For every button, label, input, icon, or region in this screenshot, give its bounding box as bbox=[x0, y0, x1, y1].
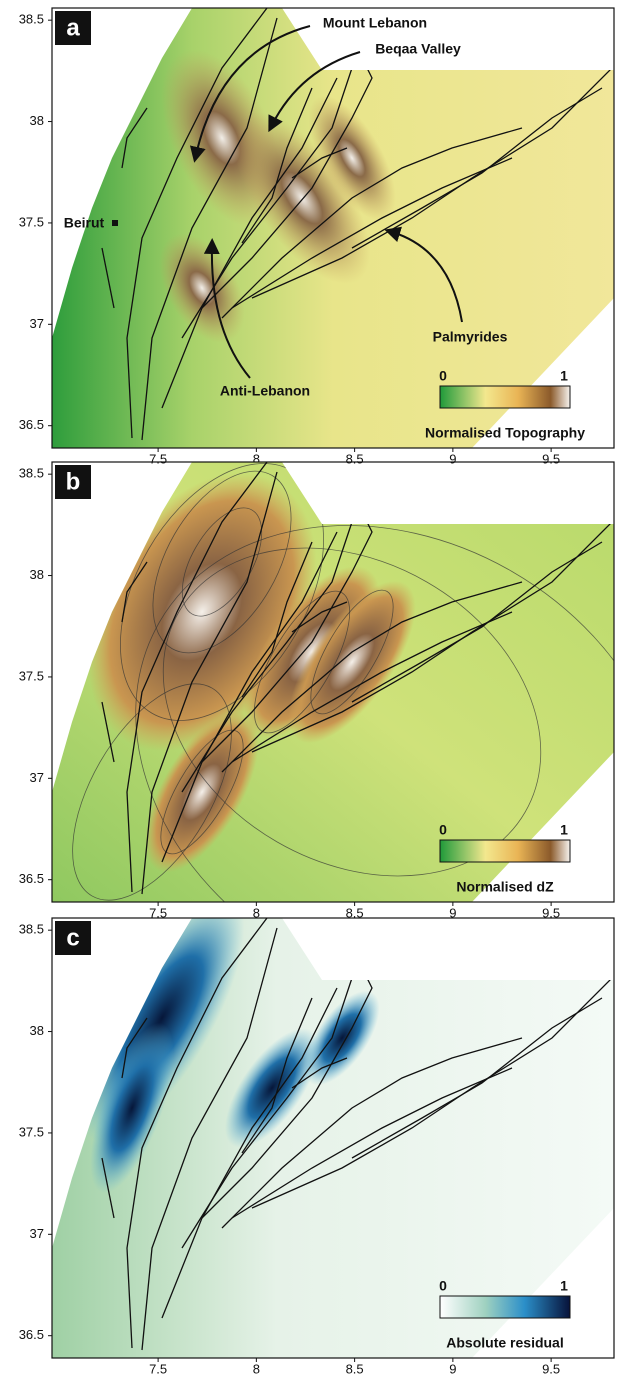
colorbar-max: 1 bbox=[560, 822, 568, 838]
y-tick-label: 37.5 bbox=[19, 668, 44, 683]
colorbar-bar bbox=[440, 840, 570, 862]
y-tick-label: 38 bbox=[30, 567, 44, 582]
colorbar-min: 0 bbox=[439, 368, 447, 384]
map bbox=[49, 872, 614, 1358]
panel-label: b bbox=[66, 468, 81, 495]
figure: 7.5 8 8.5 9 9.5 36.5 37 37.5 38 38.5 a 0 1 Normalised… bbox=[0, 0, 619, 1386]
city-marker bbox=[112, 220, 118, 226]
x-tick-label: 8.5 bbox=[346, 1361, 364, 1376]
y-tick-label: 36.5 bbox=[19, 417, 44, 432]
panel: 7.588.599.536.53737.53838.5a01Normalised… bbox=[19, 8, 614, 466]
annotation: Beqaa Valley bbox=[375, 41, 461, 57]
panel: 7.5 8 8.5 9 9.5 36.5 37 37.5 38 38.5 c 0 1 Absolute r… bbox=[19, 872, 614, 1377]
y-tick-label: 38.5 bbox=[19, 466, 44, 481]
colorbar-title: Normalised Topography bbox=[425, 425, 585, 441]
y-tick-label: 37 bbox=[30, 770, 44, 785]
colorbar-bar bbox=[440, 1296, 570, 1318]
x-tick-label: 7.5 bbox=[149, 1361, 167, 1376]
annotation: Beirut bbox=[64, 215, 105, 231]
y-tick-label: 37.5 bbox=[19, 1124, 44, 1139]
y-tick-label: 36.5 bbox=[19, 871, 44, 886]
colorbar-title: Absolute residual bbox=[446, 1335, 563, 1351]
y-tick-label: 38 bbox=[30, 113, 44, 128]
y-tick-label: 37 bbox=[30, 316, 44, 331]
x-tick-label: 8 bbox=[253, 1361, 260, 1376]
x-tick-label: 9 bbox=[449, 1361, 456, 1376]
x-tick-label: 9.5 bbox=[542, 1361, 560, 1376]
map bbox=[52, 8, 614, 448]
y-tick-label: 36.5 bbox=[19, 1327, 44, 1342]
colorbar-max: 1 bbox=[560, 1278, 568, 1294]
colorbar-min: 0 bbox=[439, 1278, 447, 1294]
x-tick-label: 7.5 bbox=[149, 451, 167, 466]
colorbar-max: 1 bbox=[560, 368, 568, 384]
x-tick-label: 8.5 bbox=[346, 451, 364, 466]
y-tick-label: 38 bbox=[30, 1023, 44, 1038]
colorbar-bar bbox=[440, 386, 570, 408]
annotation: Mount Lebanon bbox=[323, 15, 427, 31]
x-tick-label: 9 bbox=[449, 451, 456, 466]
panel-label: a bbox=[66, 14, 80, 41]
annotation: Palmyrides bbox=[433, 329, 508, 345]
annotation: Anti-Lebanon bbox=[220, 383, 310, 399]
x-tick-label: 9.5 bbox=[542, 451, 560, 466]
colorbar-title: Normalised dZ bbox=[456, 879, 554, 895]
y-tick-label: 37.5 bbox=[19, 214, 44, 229]
y-tick-label: 38.5 bbox=[19, 12, 44, 27]
y-tick-label: 38.5 bbox=[19, 922, 44, 937]
panel-label: c bbox=[66, 924, 79, 951]
panels: 7.5 8 8.5 9 9.5 36.5 37 37.5 38 38.5 a 0 1 Normalised… bbox=[19, 8, 619, 1376]
colorbar-min: 0 bbox=[439, 822, 447, 838]
y-tick-label: 37 bbox=[30, 1226, 44, 1241]
